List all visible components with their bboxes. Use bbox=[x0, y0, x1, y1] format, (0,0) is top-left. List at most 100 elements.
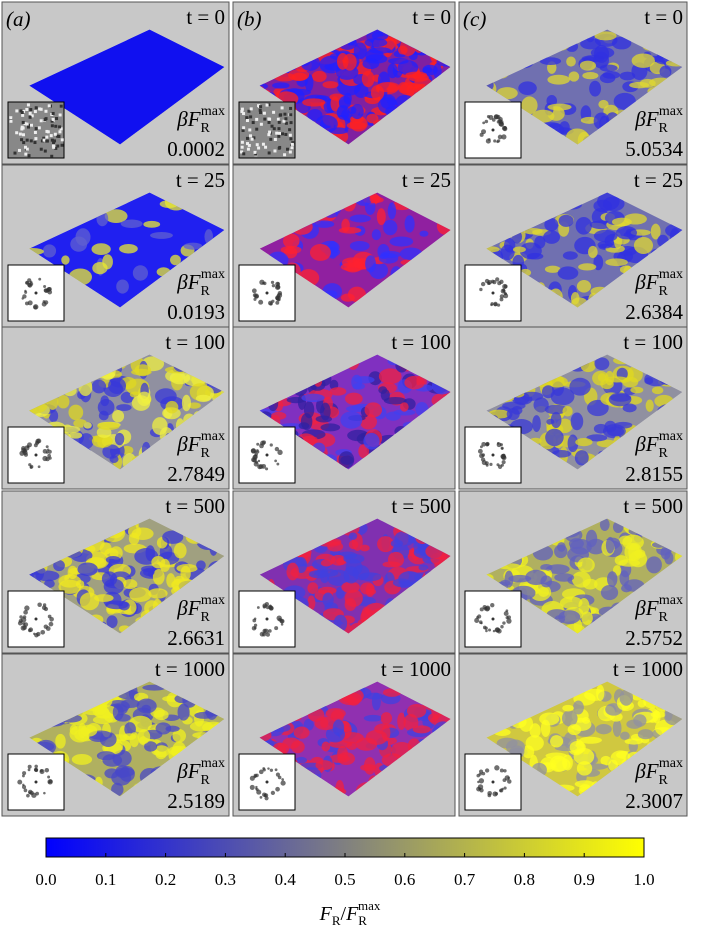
inset-dot bbox=[262, 628, 267, 633]
inset-noise bbox=[60, 138, 64, 142]
surface-bump bbox=[398, 45, 408, 55]
inset-dot bbox=[37, 465, 41, 469]
inset-dot bbox=[500, 463, 504, 467]
inset-noise bbox=[290, 142, 294, 146]
surface-bump bbox=[598, 99, 609, 109]
inset-dot bbox=[499, 789, 503, 793]
inset-dot bbox=[265, 780, 269, 784]
surface-bump bbox=[600, 584, 619, 601]
surface-bump bbox=[630, 386, 644, 394]
inset-noise bbox=[289, 121, 293, 125]
surface-bump bbox=[283, 233, 300, 249]
inset-dot bbox=[487, 138, 491, 141]
time-label: t = 1000 bbox=[613, 657, 683, 681]
inset-noise bbox=[241, 129, 245, 133]
surface-bump bbox=[195, 394, 211, 403]
inset-dot bbox=[490, 279, 495, 284]
surface-bump bbox=[70, 236, 88, 252]
surface-bump bbox=[194, 711, 214, 719]
surface-bump bbox=[399, 402, 409, 412]
surface-bump bbox=[131, 368, 152, 376]
surface-bump bbox=[83, 422, 92, 429]
inset-dot bbox=[34, 617, 38, 621]
inset-dot bbox=[27, 278, 32, 283]
inset-dot bbox=[256, 606, 260, 609]
surface-bump bbox=[387, 63, 398, 79]
inset-noise bbox=[28, 115, 32, 119]
inset-dot bbox=[503, 284, 508, 289]
surface-bump bbox=[363, 714, 383, 722]
energy-label: βFRmax bbox=[176, 267, 225, 299]
energy-sup: max bbox=[659, 593, 683, 608]
surface-bump bbox=[605, 536, 615, 554]
colorbar-tick-label: 0.0 bbox=[35, 870, 56, 889]
inset-noise bbox=[26, 125, 30, 129]
inset-dot bbox=[257, 464, 262, 470]
inset-noise bbox=[39, 107, 43, 111]
energy-value: 2.8155 bbox=[625, 462, 683, 486]
inset bbox=[7, 753, 65, 811]
inset-noise bbox=[33, 130, 37, 134]
surface-bump bbox=[529, 723, 541, 738]
energy-value: 2.3007 bbox=[625, 789, 683, 813]
inset-dot bbox=[39, 769, 43, 773]
surface-bump bbox=[600, 755, 612, 766]
surface-bump bbox=[539, 57, 562, 66]
inset-noise bbox=[51, 144, 55, 148]
surface-bump bbox=[137, 729, 151, 745]
energy-value: 0.0002 bbox=[167, 137, 225, 161]
inset-noise bbox=[34, 106, 38, 110]
surface-bump bbox=[91, 379, 107, 394]
surface-bump bbox=[109, 455, 119, 464]
surface-bump bbox=[376, 208, 386, 226]
surface-bump bbox=[370, 84, 385, 101]
surface-bump bbox=[196, 560, 206, 571]
inset-noise bbox=[246, 142, 250, 146]
inset-noise bbox=[44, 117, 48, 121]
surface-bump bbox=[543, 230, 561, 244]
inset-noise bbox=[248, 134, 252, 138]
surface-bump bbox=[378, 368, 402, 385]
inset-noise bbox=[258, 111, 262, 115]
inset-dot bbox=[479, 287, 483, 292]
surface-bump bbox=[550, 387, 575, 406]
inset-noise bbox=[25, 122, 29, 126]
inset-dot bbox=[265, 453, 269, 457]
inset-noise bbox=[59, 127, 63, 131]
energy-label: βFRmax bbox=[634, 593, 683, 625]
surface-bump bbox=[639, 78, 656, 88]
inset-dot bbox=[504, 775, 510, 781]
inset-dot bbox=[19, 615, 23, 619]
surface-bump bbox=[646, 556, 662, 574]
surface-bump bbox=[114, 432, 125, 446]
surface-bump bbox=[364, 402, 383, 418]
time-label: t = 500 bbox=[391, 494, 451, 518]
surface-bump bbox=[112, 704, 124, 721]
panel-label: (c) bbox=[463, 7, 486, 31]
inset-noise bbox=[288, 133, 292, 137]
surface-bump bbox=[519, 242, 542, 260]
inset-dot bbox=[40, 629, 46, 635]
surface-bump bbox=[541, 385, 555, 399]
energy-sub: R bbox=[659, 284, 669, 299]
surface-bump bbox=[562, 754, 573, 771]
surface-bump bbox=[321, 741, 331, 752]
inset-dot bbox=[24, 290, 28, 294]
inset-noise bbox=[275, 131, 279, 135]
inset-dot bbox=[491, 617, 495, 621]
inset-dot bbox=[43, 284, 47, 288]
surface-bump bbox=[561, 710, 578, 727]
energy-sub: R bbox=[659, 610, 669, 625]
surface-bump bbox=[538, 586, 549, 598]
surface-bump bbox=[165, 725, 180, 732]
inset bbox=[464, 753, 522, 811]
inset-noise bbox=[46, 130, 50, 134]
surface-bump bbox=[404, 375, 425, 390]
surface-bump bbox=[154, 388, 177, 405]
inset-dot bbox=[500, 453, 506, 459]
energy-symbol: βF bbox=[176, 596, 200, 620]
colorbar-tick-label: 0.2 bbox=[155, 870, 176, 889]
inset-dot bbox=[259, 279, 265, 285]
